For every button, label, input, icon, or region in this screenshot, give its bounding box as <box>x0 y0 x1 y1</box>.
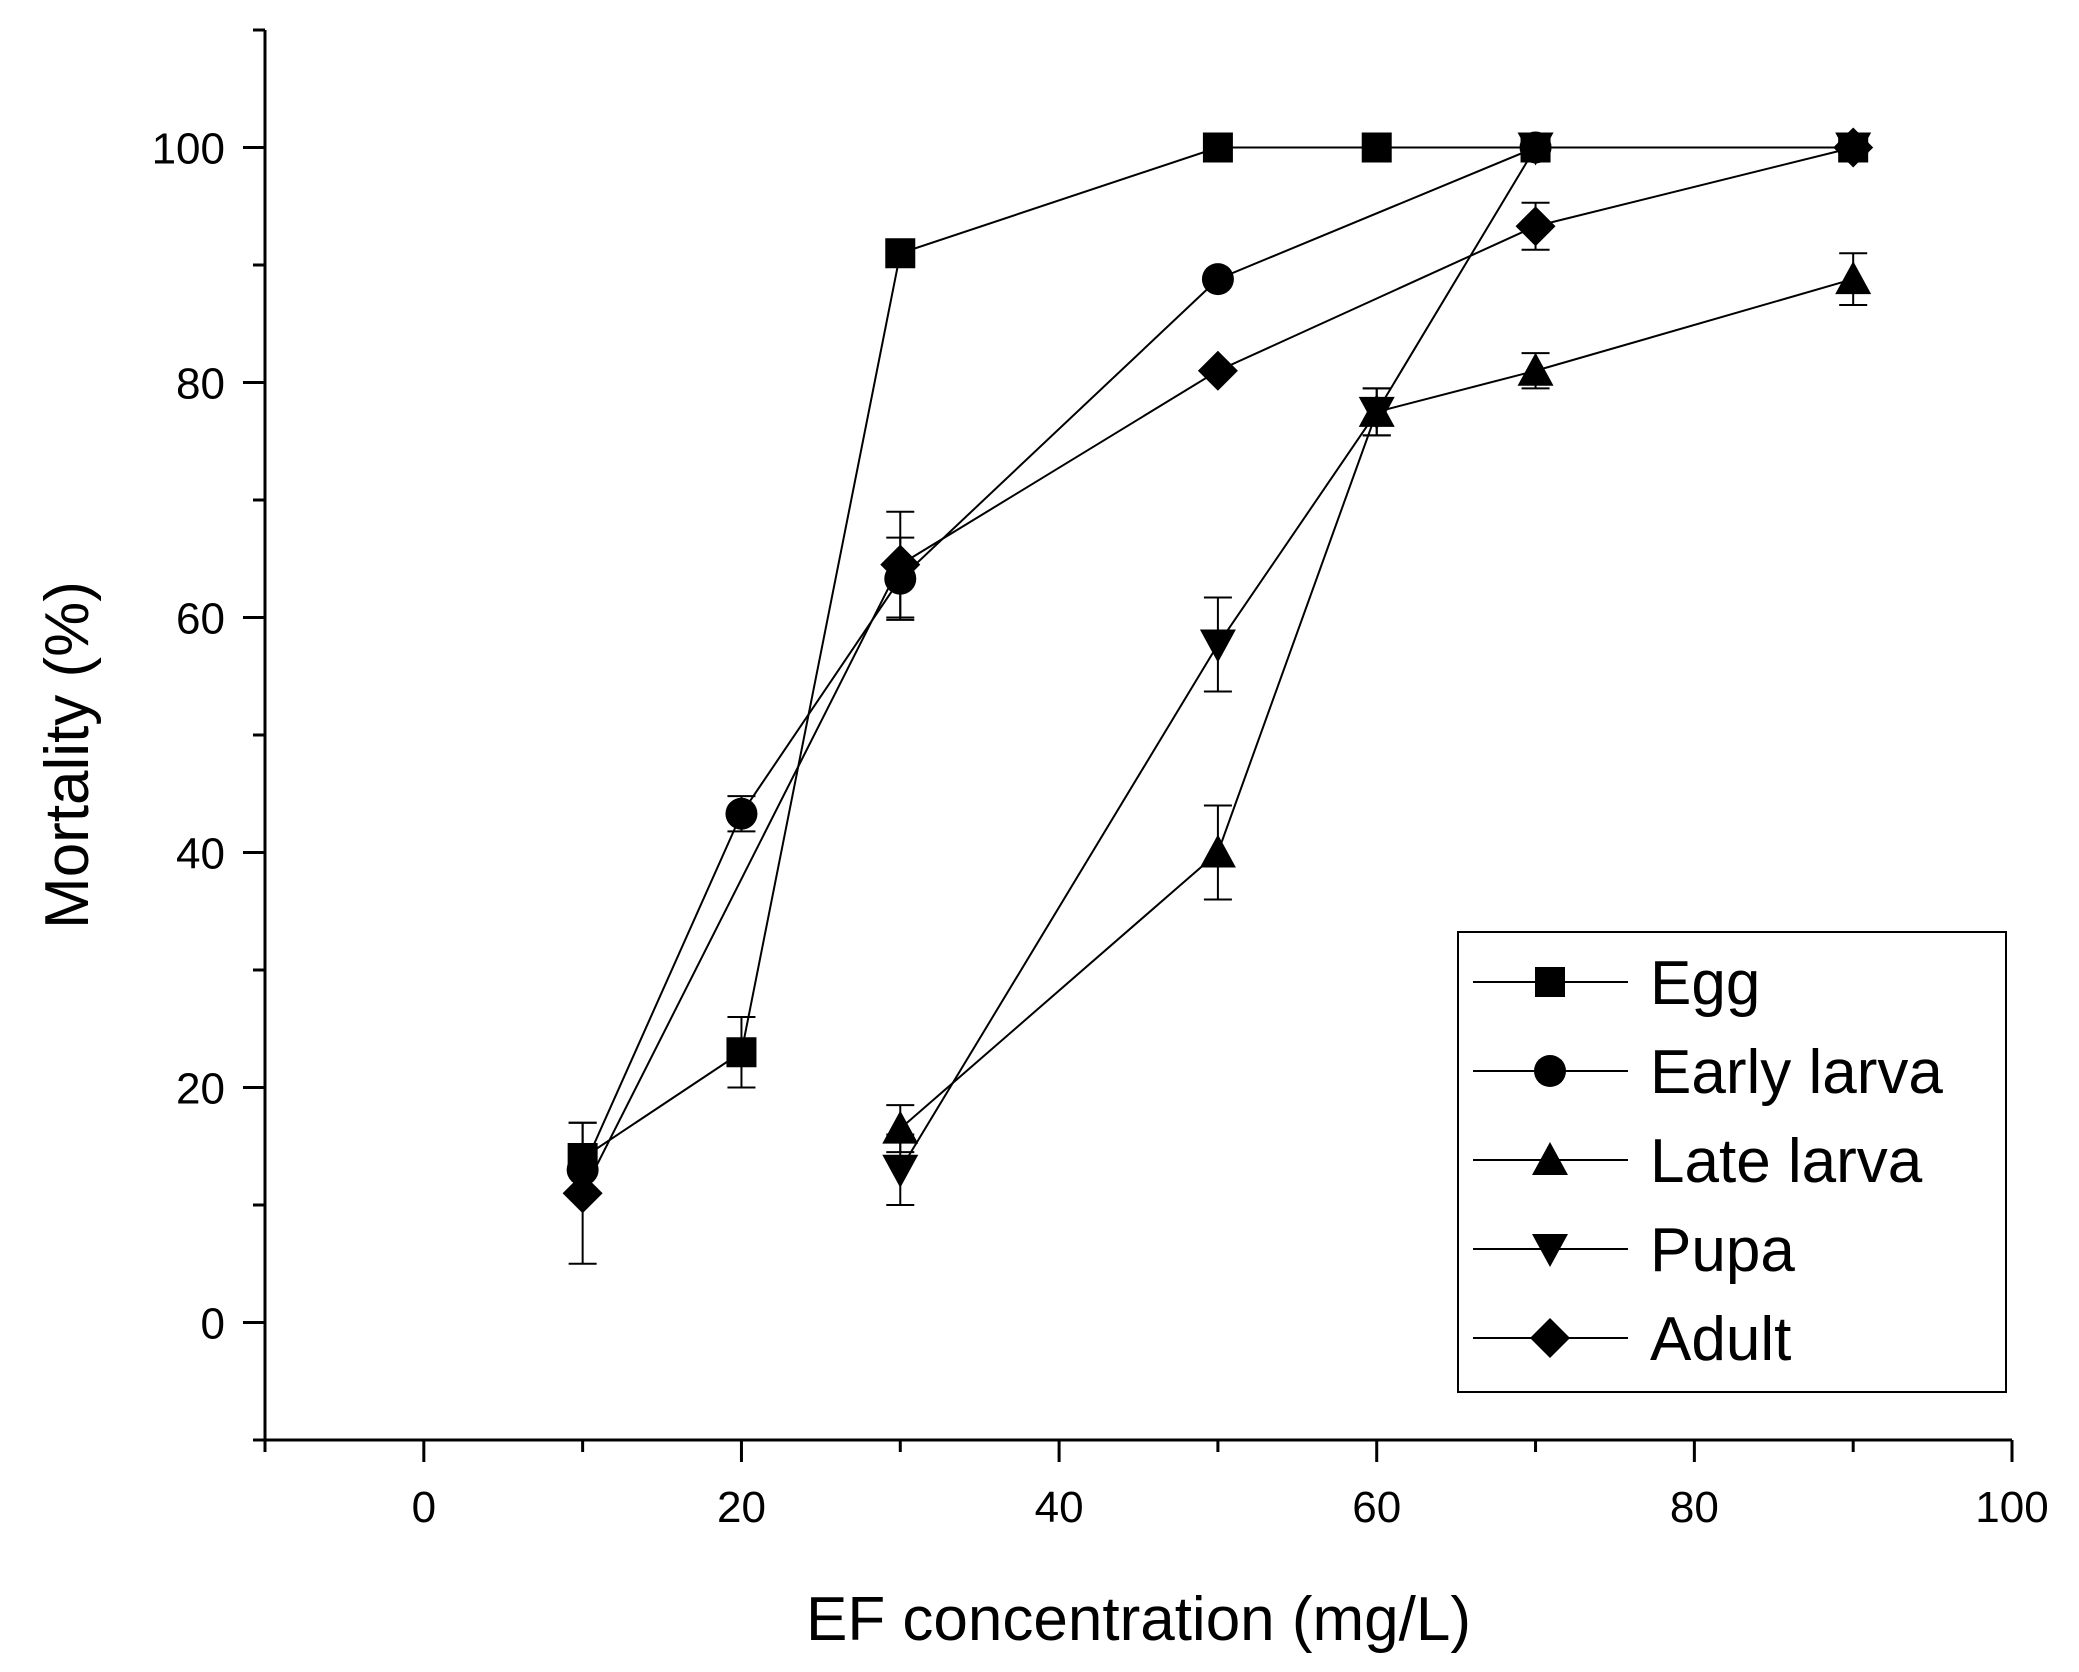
data-point-late-larva <box>1835 261 1872 295</box>
x-tick-label: 100 <box>1975 1483 2048 1532</box>
legend-label: Pupa <box>1650 1216 1795 1285</box>
data-point-pupa <box>1358 396 1395 430</box>
data-point-early-larva <box>725 797 758 830</box>
x-axis-title: EF concentration (mg/L) <box>806 1585 1471 1654</box>
legend-marker-late-larva <box>1532 1142 1568 1175</box>
data-point-pupa <box>1199 629 1236 663</box>
legend-item-egg: Egg <box>1473 949 1760 1018</box>
y-tick-label: 20 <box>176 1065 225 1114</box>
legend-item-early-larva: Early larva <box>1473 1038 1943 1107</box>
data-point-early-larva <box>1201 263 1234 296</box>
x-tick-label: 40 <box>1035 1483 1084 1532</box>
legend-marker-pupa <box>1532 1234 1568 1267</box>
data-point-adult <box>562 1173 603 1214</box>
series-layer <box>562 127 1874 1265</box>
data-point-egg <box>1202 132 1233 163</box>
legend-marker-egg <box>1535 967 1565 997</box>
data-point-adult <box>1197 350 1238 391</box>
legend: Egg Early larva Late larva Pupa Adult <box>1457 931 2007 1393</box>
x-tick-label: 60 <box>1352 1483 1401 1532</box>
series-adult <box>562 127 1874 1265</box>
legend-item-pupa: Pupa <box>1473 1216 1795 1285</box>
legend-label: Late larva <box>1650 1127 1923 1196</box>
y-tick-label: 40 <box>176 830 225 879</box>
legend-label: Egg <box>1650 949 1760 1018</box>
legend-label: Adult <box>1650 1305 1791 1374</box>
legend-marker-adult <box>1530 1318 1570 1358</box>
y-tick-label: 0 <box>201 1300 225 1349</box>
y-axis-title: Mortality (%) <box>33 581 102 929</box>
legend-item-late-larva: Late larva <box>1473 1127 1923 1196</box>
legend-marker-early-larva <box>1534 1055 1566 1087</box>
y-tick-label: 80 <box>176 360 225 409</box>
data-point-pupa <box>1517 132 1554 166</box>
data-point-pupa <box>882 1154 919 1188</box>
data-point-adult <box>880 544 921 585</box>
y-tick-label: 60 <box>176 595 225 644</box>
x-tick-label: 0 <box>412 1483 436 1532</box>
x-tick-label: 80 <box>1670 1483 1719 1532</box>
data-point-egg <box>726 1037 757 1068</box>
data-point-late-larva <box>1199 834 1236 868</box>
data-point-adult <box>1833 127 1874 168</box>
y-tick-label: 100 <box>152 125 225 174</box>
x-tick-label: 20 <box>717 1483 766 1532</box>
legend-item-adult: Adult <box>1473 1305 1791 1374</box>
data-point-adult <box>1515 206 1556 247</box>
legend-label: Early larva <box>1650 1038 1943 1107</box>
data-point-egg <box>885 238 916 269</box>
data-point-egg <box>1361 132 1392 163</box>
data-point-late-larva <box>1517 352 1554 386</box>
axes: 0 20 40 60 80 100 0 20 40 60 80 100 <box>152 28 2049 1532</box>
